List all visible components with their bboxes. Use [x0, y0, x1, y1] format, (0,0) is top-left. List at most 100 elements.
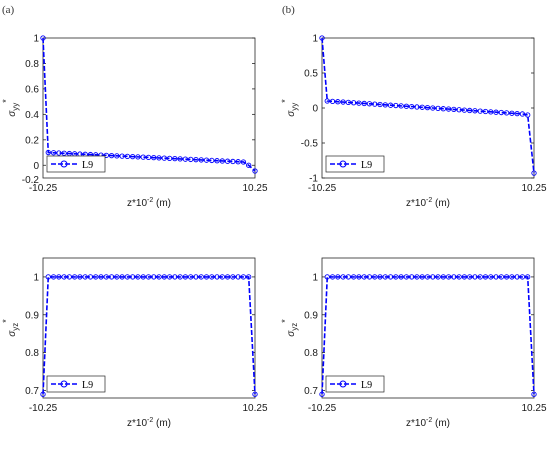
data-point	[424, 105, 431, 111]
data-point	[430, 105, 436, 111]
data-point	[50, 150, 57, 156]
data-point	[166, 274, 173, 280]
legend-label: L9	[82, 160, 93, 171]
data-point	[124, 274, 131, 280]
data-point	[403, 103, 410, 109]
data-point	[177, 156, 183, 162]
legend-label: L9	[361, 380, 372, 391]
y-axis-label: σyz*	[280, 319, 299, 337]
y-tick-label: 0.8	[304, 348, 318, 359]
y-tick-label: 1	[312, 34, 318, 45]
data-point	[135, 154, 141, 160]
data-point	[156, 155, 162, 161]
data-point	[145, 274, 152, 280]
data-point	[335, 99, 341, 105]
data-point	[246, 274, 252, 280]
plot-frame	[42, 257, 256, 399]
data-point	[467, 274, 473, 280]
x-tick-label: -10.25	[29, 183, 58, 194]
legend: L9	[46, 155, 106, 173]
panel-label-a: (a)	[2, 4, 15, 16]
data-point	[482, 108, 489, 115]
data-point	[252, 168, 258, 174]
data-point	[209, 274, 215, 280]
legend-marker	[339, 160, 347, 168]
y-tick-label: 0.9	[304, 310, 318, 321]
data-point	[503, 110, 510, 116]
legend-marker	[60, 380, 68, 388]
data-point	[98, 274, 104, 280]
data-point	[461, 274, 468, 280]
data-point	[519, 274, 526, 280]
data-point	[119, 274, 125, 280]
plots-container: 00.20.40.60.81-0.2-10.25 10.25z*10-2 (m)σ…	[1, 34, 547, 430]
data-point	[525, 112, 531, 118]
data-point	[387, 102, 394, 108]
data-point	[240, 274, 247, 280]
data-point	[488, 274, 494, 280]
data-point	[135, 274, 141, 280]
chart-4: 0.7 0.8 0.9 1 -10.25 10.25 z*10-2 (m) σyz* L9	[280, 257, 547, 429]
data-point	[356, 274, 362, 280]
data-point	[82, 274, 88, 280]
data-point	[130, 153, 136, 160]
data-point	[525, 274, 531, 280]
y-tick-label: -0.5	[301, 139, 319, 150]
data-point	[498, 274, 504, 280]
x-tick-label: -10.25	[308, 183, 337, 194]
data-point	[377, 274, 383, 280]
legend: L9	[325, 155, 385, 173]
data-point	[50, 274, 57, 280]
data-point	[161, 155, 167, 161]
data-point	[119, 153, 125, 159]
data-point	[350, 100, 357, 106]
x-axis-label: z*10-2 (m)	[127, 417, 171, 429]
data-point	[372, 274, 378, 280]
data-point	[414, 274, 420, 280]
data-point	[252, 391, 258, 397]
data-point	[56, 150, 62, 156]
data-point	[477, 108, 483, 114]
data-point	[130, 274, 136, 280]
data-point	[235, 274, 241, 280]
data-point	[114, 153, 120, 159]
data-point	[140, 274, 146, 280]
data-point	[361, 274, 367, 280]
data-point	[103, 152, 109, 158]
chart-1: 0 0.2 0.4 0.6 0.8 1 -0.2-10.25 10.25 z*10-2 (m) σ…	[1, 34, 268, 210]
data-point	[161, 274, 167, 280]
data-point	[240, 159, 247, 165]
data-point	[509, 110, 515, 116]
data-point	[350, 274, 357, 280]
data-point	[172, 274, 178, 280]
x-axis-label: z*10-2 (m)	[406, 417, 450, 429]
data-point	[451, 274, 457, 280]
data-point	[382, 274, 388, 280]
data-point	[61, 150, 67, 156]
data-point	[461, 107, 468, 113]
panel-label-b: (b)	[282, 4, 295, 16]
data-point	[477, 274, 483, 280]
data-point	[214, 158, 220, 164]
data-point	[414, 104, 420, 110]
data-point	[246, 162, 252, 168]
legend-label: L9	[82, 380, 93, 391]
y-tick-label: 1	[33, 272, 39, 283]
data-point	[366, 101, 373, 107]
data-point	[467, 107, 473, 114]
data-point	[145, 154, 152, 161]
y-axis-label: σyz*	[1, 319, 20, 337]
data-point	[87, 274, 94, 280]
y-tick-label: 0.5	[304, 69, 318, 80]
y-axis-label: σyy*	[280, 99, 299, 117]
data-point	[66, 274, 73, 280]
y-tick-label: 0.8	[25, 59, 39, 70]
legend-label: L9	[361, 160, 372, 171]
data-point	[224, 274, 231, 280]
data-point	[40, 391, 46, 397]
data-point	[230, 158, 236, 165]
data-point	[61, 274, 67, 280]
data-point	[182, 156, 189, 162]
data-point	[108, 152, 115, 159]
